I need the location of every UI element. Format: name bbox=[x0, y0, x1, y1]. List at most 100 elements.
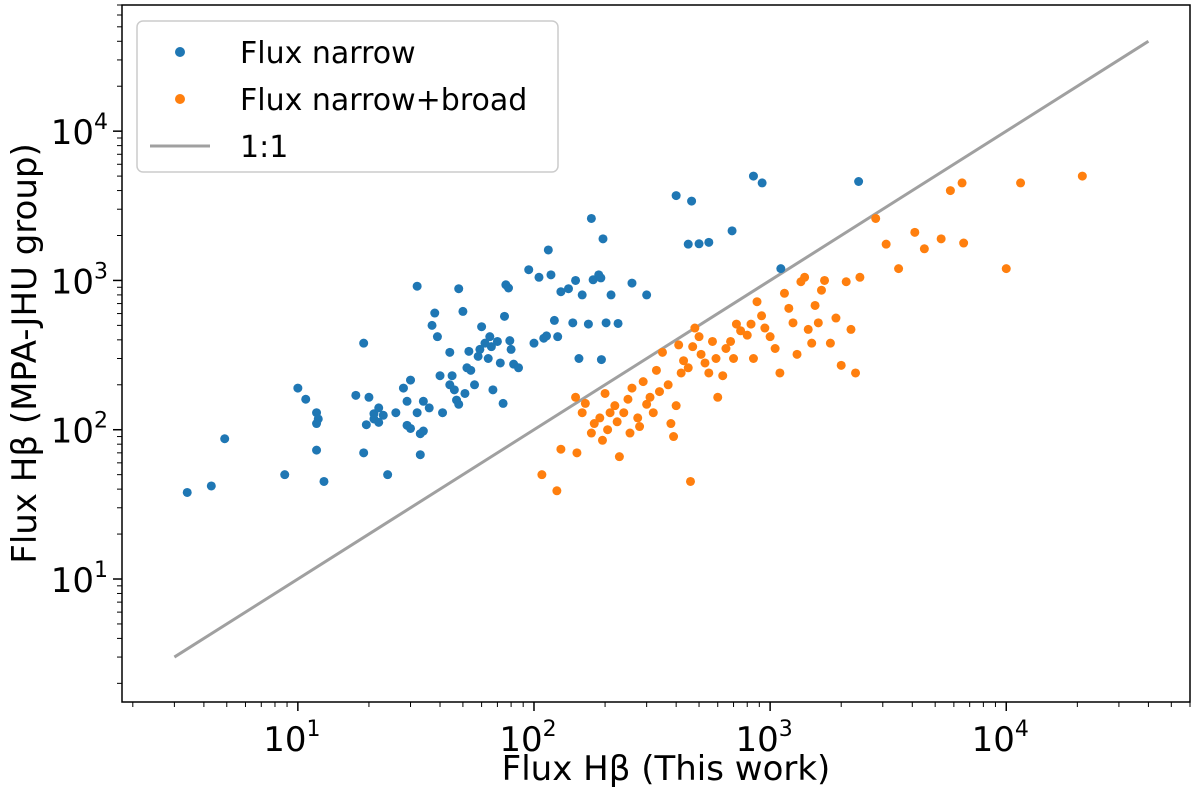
data-point bbox=[831, 313, 841, 323]
data-point bbox=[813, 318, 823, 328]
data-point bbox=[488, 385, 498, 395]
data-point bbox=[748, 171, 758, 181]
data-point bbox=[524, 265, 534, 275]
data-point bbox=[627, 383, 637, 393]
data-point bbox=[586, 428, 596, 438]
axes: 101 102 103 104 101 102 103 104 bbox=[51, 4, 1191, 760]
data-point bbox=[770, 344, 780, 354]
data-point bbox=[466, 365, 476, 375]
data-point bbox=[600, 388, 610, 398]
data-point bbox=[707, 336, 717, 346]
data-point bbox=[477, 322, 487, 332]
data-point bbox=[1016, 178, 1026, 188]
data-point bbox=[696, 349, 706, 359]
data-point bbox=[454, 399, 464, 409]
data-point bbox=[458, 306, 468, 316]
data-point bbox=[610, 401, 620, 411]
data-point bbox=[841, 277, 851, 287]
data-point bbox=[645, 392, 655, 402]
data-point bbox=[563, 284, 573, 294]
data-point bbox=[374, 403, 384, 413]
legend-label-2: 1:1 bbox=[240, 130, 288, 165]
data-point bbox=[586, 213, 596, 223]
data-point bbox=[312, 419, 322, 429]
data-point bbox=[312, 445, 322, 455]
data-point bbox=[430, 308, 440, 318]
data-point bbox=[319, 476, 329, 486]
data-point bbox=[359, 448, 369, 458]
data-point bbox=[580, 398, 590, 408]
data-point bbox=[663, 380, 673, 390]
data-point bbox=[435, 371, 445, 381]
data-point bbox=[727, 226, 737, 236]
data-point bbox=[627, 278, 637, 288]
data-point bbox=[432, 332, 442, 342]
data-point bbox=[606, 290, 616, 300]
data-point bbox=[406, 423, 416, 433]
data-point bbox=[825, 338, 835, 348]
data-point bbox=[445, 347, 455, 357]
data-point bbox=[603, 425, 613, 435]
data-point bbox=[605, 408, 615, 418]
data-point bbox=[383, 470, 393, 480]
data-point bbox=[694, 332, 704, 342]
data-point bbox=[742, 330, 752, 340]
data-point bbox=[957, 178, 967, 188]
data-point bbox=[460, 388, 470, 398]
data-point bbox=[412, 408, 422, 418]
data-point bbox=[836, 360, 846, 370]
data-point bbox=[415, 450, 425, 460]
data-point bbox=[447, 371, 457, 381]
data-point bbox=[552, 486, 562, 496]
data-point bbox=[729, 353, 739, 363]
data-point bbox=[537, 470, 547, 480]
data-point bbox=[671, 401, 681, 411]
data-point bbox=[506, 344, 516, 354]
data-point bbox=[711, 353, 721, 363]
data-point bbox=[438, 408, 448, 418]
data-point bbox=[669, 432, 679, 442]
data-point bbox=[651, 365, 661, 375]
legend-box bbox=[136, 20, 559, 173]
data-point bbox=[721, 344, 731, 354]
data-point bbox=[800, 272, 810, 282]
data-point bbox=[534, 272, 544, 282]
data-point bbox=[475, 344, 485, 354]
data-point bbox=[854, 177, 864, 187]
data-point bbox=[676, 368, 686, 378]
legend-marker-0 bbox=[175, 47, 185, 57]
data-point bbox=[788, 318, 798, 328]
data-point bbox=[612, 417, 622, 427]
data-point bbox=[752, 297, 762, 307]
data-point bbox=[936, 234, 946, 244]
data-point bbox=[406, 375, 416, 385]
data-point bbox=[418, 426, 428, 436]
data-point bbox=[301, 394, 311, 404]
data-point bbox=[666, 419, 676, 429]
data-point bbox=[784, 303, 794, 313]
data-point bbox=[687, 196, 697, 206]
data-point bbox=[614, 452, 624, 462]
data-point bbox=[657, 347, 667, 357]
data-point bbox=[546, 270, 556, 280]
data-point bbox=[635, 422, 645, 432]
data-point bbox=[683, 363, 693, 373]
data-point bbox=[595, 413, 605, 423]
data-point bbox=[671, 191, 681, 201]
data-point bbox=[881, 239, 891, 249]
data-point bbox=[391, 408, 401, 418]
data-point bbox=[1001, 264, 1011, 274]
data-point bbox=[816, 285, 826, 295]
data-point bbox=[568, 318, 578, 328]
data-point bbox=[492, 336, 502, 346]
data-point bbox=[427, 320, 437, 330]
series-0-points bbox=[182, 171, 864, 497]
data-point bbox=[574, 353, 584, 363]
data-point bbox=[807, 338, 817, 348]
data-point bbox=[731, 319, 741, 329]
data-point bbox=[642, 399, 652, 409]
data-point bbox=[182, 487, 192, 497]
y-axis-title: Flux Hβ (MPA-JHU group) bbox=[5, 143, 45, 563]
data-point bbox=[504, 283, 514, 293]
data-point bbox=[679, 356, 689, 366]
